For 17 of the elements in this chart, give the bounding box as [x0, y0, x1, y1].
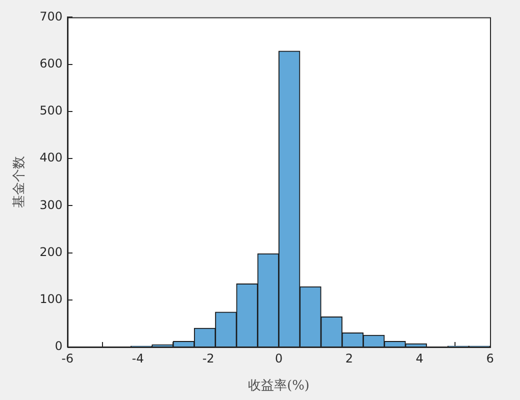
y-tick-label: 400 — [40, 150, 63, 165]
x-tick-label: 2 — [345, 351, 353, 366]
y-tick-label: 600 — [40, 56, 63, 70]
x-tick-label: 6 — [486, 351, 494, 366]
x-axis-title: 收益率(%) — [248, 378, 310, 394]
x-tick-label: -2 — [202, 351, 214, 366]
y-tick-label: 700 — [40, 9, 63, 24]
x-tick-label: -4 — [132, 351, 144, 366]
x-tick-label: -6 — [62, 351, 74, 366]
y-axis-title: 基金个数 — [12, 156, 28, 208]
y-tick-label: 300 — [40, 198, 63, 212]
x-tick-label: 0 — [274, 351, 283, 366]
x-tick-label: 4 — [416, 351, 424, 366]
y-tick-label: 0 — [54, 339, 63, 354]
y-tick-label: 200 — [40, 244, 63, 259]
y-tick-label: 500 — [40, 104, 63, 118]
y-tick-label: 100 — [40, 292, 63, 306]
